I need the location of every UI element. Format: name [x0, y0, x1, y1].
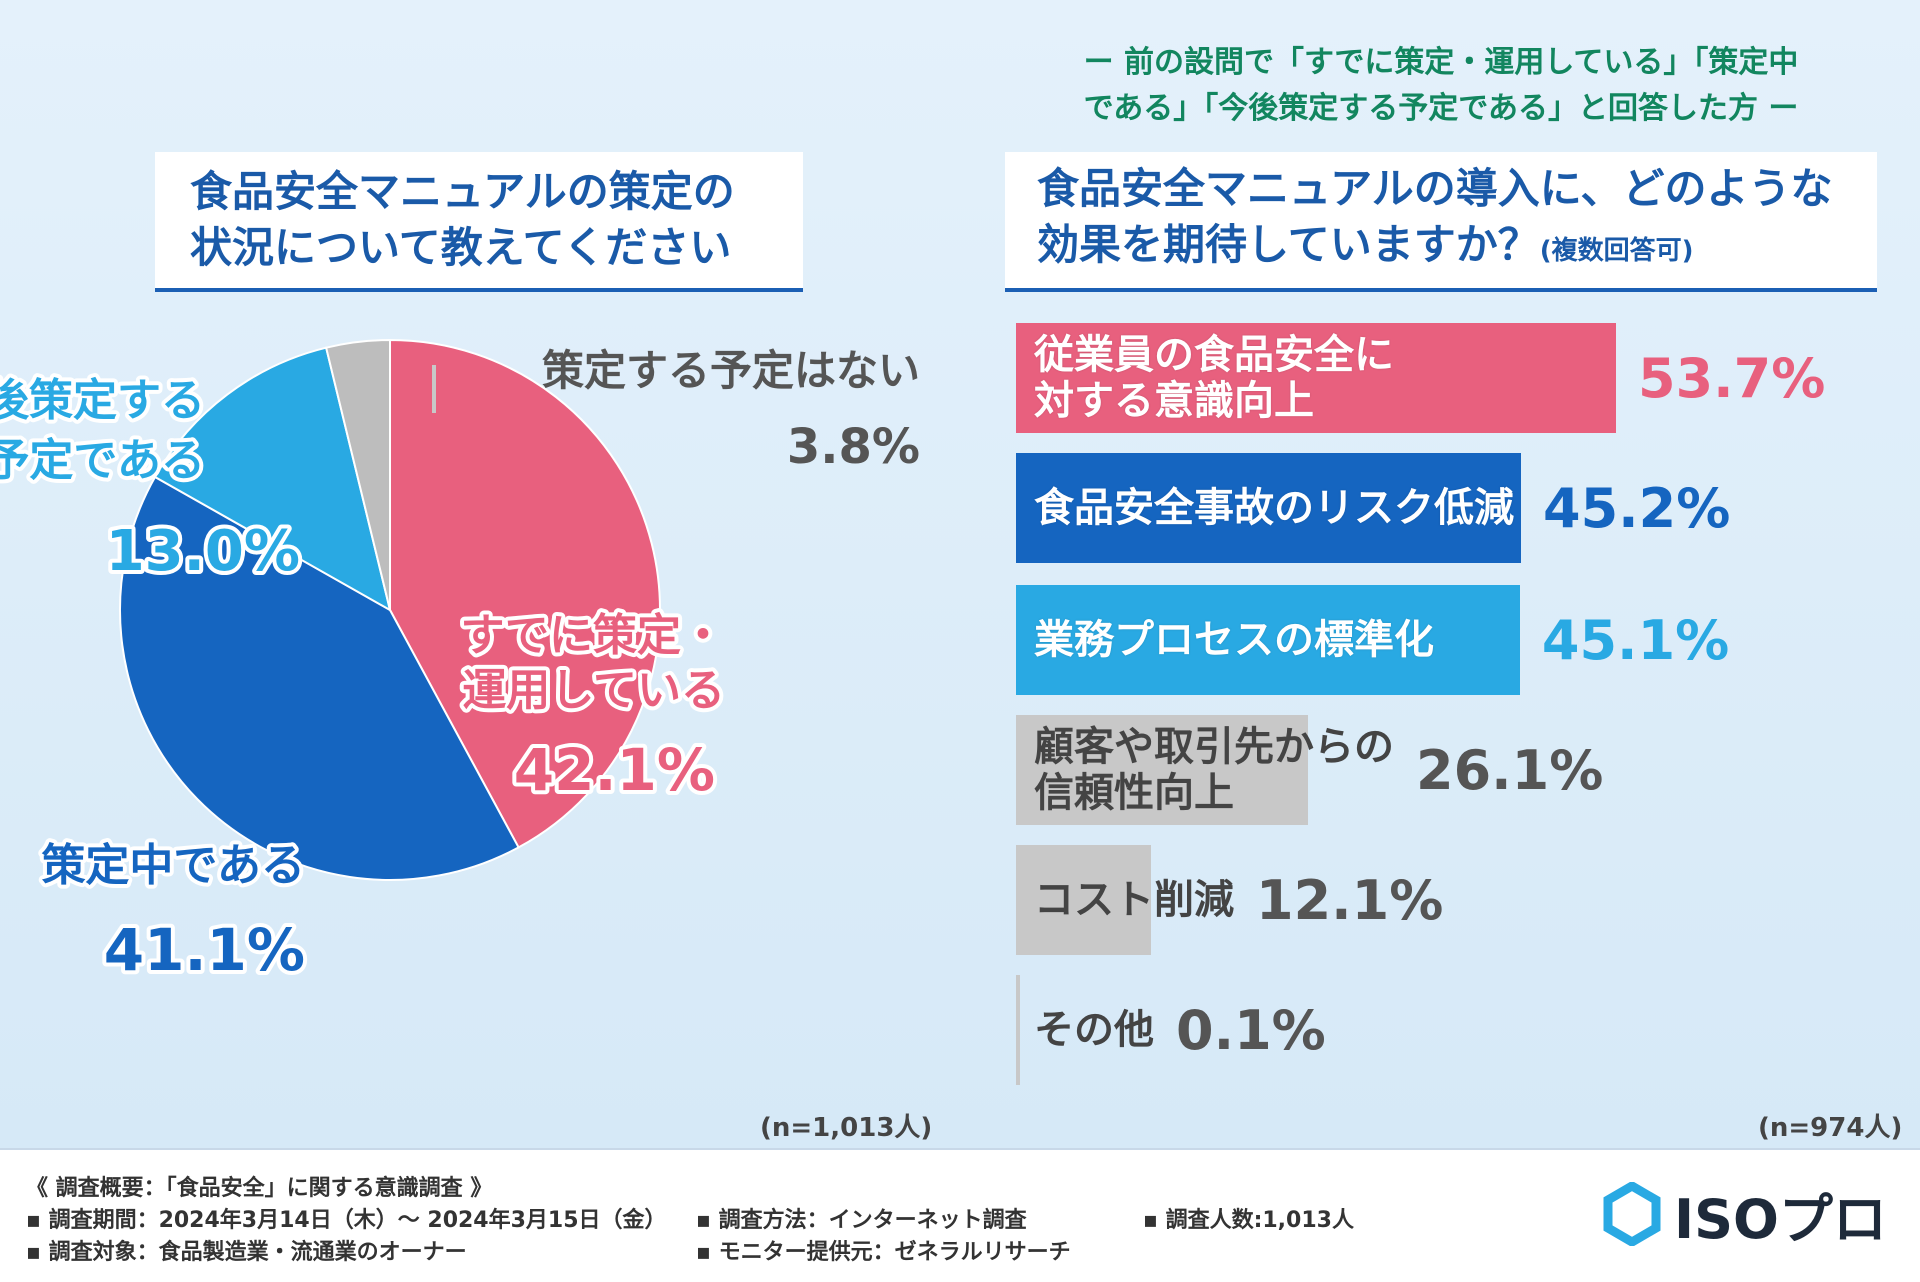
- bar-label-1-line2: 対する意識向上: [1034, 378, 1314, 424]
- pie-label-3-line2: 予定である: [0, 435, 205, 486]
- right-question-note: (複数回答可): [1539, 236, 1694, 266]
- bar-label-1-line1: 従業員の食品安全に: [1034, 332, 1394, 378]
- pie-n-count: (n=1,013人): [760, 1113, 933, 1143]
- bar-label-4-line2: 信頼性向上: [1034, 770, 1234, 816]
- bar-label-5: コスト削減: [1034, 845, 1234, 955]
- pie-value-3: 13.0%: [106, 519, 300, 584]
- footer-method: ▪ 調査方法：インターネット調査: [696, 1208, 1027, 1233]
- right-question-line2-text: 効果を期待していますか？: [1037, 220, 1540, 269]
- isopro-logo: ISOプロ: [1600, 1178, 1887, 1251]
- bar-2: [1016, 453, 1522, 563]
- bar-1: [1016, 323, 1616, 433]
- footer-count: ▪ 調査人数:1,013人: [1143, 1208, 1354, 1233]
- bar-value-2: 45.2%: [1543, 476, 1731, 540]
- pie-label-3-line1: 今後策定する: [0, 375, 205, 426]
- pie-label-leader: [432, 365, 436, 413]
- bar-label-2-line1: 食品安全事故のリスク低減: [1034, 485, 1514, 531]
- bar-5: [1016, 845, 1152, 955]
- right-question-box: 食品安全マニュアルの導入に、どのような 効果を期待していますか？(複数回答可): [1005, 152, 1877, 292]
- pie-label-2-line1: 策定中である: [41, 840, 305, 891]
- pie-value-1: 42.1%: [514, 736, 715, 804]
- bar-label-4-line1: 顧客や取引先からの: [1034, 724, 1394, 770]
- left-question-line2: 状況について教えてください: [190, 223, 732, 272]
- pie-value-2: 41.1%: [104, 916, 305, 984]
- bar-label-3: 業務プロセスの標準化: [1034, 585, 1434, 695]
- left-question-line1: 食品安全マニュアルの策定の: [190, 167, 735, 216]
- logo-text: ISOプロ: [1674, 1187, 1887, 1251]
- bar-label-3-line1: 業務プロセスの標準化: [1034, 617, 1434, 663]
- pie-slice-4: [324, 338, 391, 611]
- bar-n-count: (n=974人): [1758, 1113, 1903, 1143]
- bar-value-4: 26.1%: [1416, 738, 1604, 802]
- bar-3: [1016, 585, 1520, 695]
- footer-title: 《 調査概要：「食品安全」に関する意識調査 》: [26, 1176, 493, 1201]
- bar-label-6-line1: その他: [1034, 1007, 1154, 1053]
- bar-label-5-line1: コスト削減: [1034, 877, 1234, 923]
- bar-label-1: 従業員の食品安全に 対する意識向上: [1034, 323, 1394, 433]
- footer-target: ▪ 調査対象：食品製造業・流通業のオーナー: [26, 1240, 467, 1265]
- right-question-line1: 食品安全マニュアルの導入に、どのような: [1037, 164, 1833, 213]
- hexagon-logo-icon: [1603, 1182, 1661, 1246]
- footer-provider: ▪ モニター提供元：ゼネラルリサーチ: [696, 1240, 1071, 1265]
- footer: 《 調査概要：「食品安全」に関する意識調査 》 ▪ 調査期間：2024年3月14…: [0, 1148, 1920, 1282]
- pie-slice-1: [389, 338, 661, 849]
- pie-label-4-line1: 策定する予定はない: [542, 346, 920, 395]
- bar-value-1: 53.7%: [1638, 346, 1826, 410]
- bar-value-5: 12.1%: [1256, 868, 1444, 932]
- right-subhead-line1: ー 前の設問で「すでに策定・運用している」「策定中: [1083, 45, 1799, 80]
- right-subhead-line2: である」「今後策定する予定である」と回答した方 ー: [1083, 91, 1799, 126]
- right-question-line2: 効果を期待していますか？(複数回答可): [1037, 217, 1877, 279]
- bar-label-6: その他: [1034, 975, 1154, 1085]
- pie-label-1-line2: 運用している: [462, 665, 725, 716]
- bar-axis-line: [1016, 975, 1020, 1085]
- bar-label-4: 顧客や取引先からの 信頼性向上: [1034, 715, 1394, 825]
- right-subhead: ー 前の設問で「すでに策定・運用している」「策定中 である」「今後策定する予定で…: [1005, 40, 1877, 132]
- bar-value-6: 0.1%: [1176, 998, 1326, 1062]
- footer-period: ▪ 調査期間：2024年3月14日（木）～ 2024年3月15日（金）: [26, 1208, 667, 1233]
- bar-label-2: 食品安全事故のリスク低減: [1034, 453, 1514, 563]
- pie-slice-3: [153, 346, 392, 613]
- bar-value-3: 45.1%: [1541, 608, 1730, 672]
- pie-value-4: 3.8%: [787, 419, 920, 475]
- left-question-box: 食品安全マニュアルの策定の 状況について教えてください: [155, 152, 803, 292]
- pie-chart: すでに策定・運用している 42.1% 策定中である 41.1% 今後策定する予定である 1…: [0, 338, 920, 988]
- bar-4: [1016, 715, 1308, 825]
- pie-slice-2: [119, 475, 520, 881]
- pie-label-1-line1: すでに策定・: [461, 610, 725, 661]
